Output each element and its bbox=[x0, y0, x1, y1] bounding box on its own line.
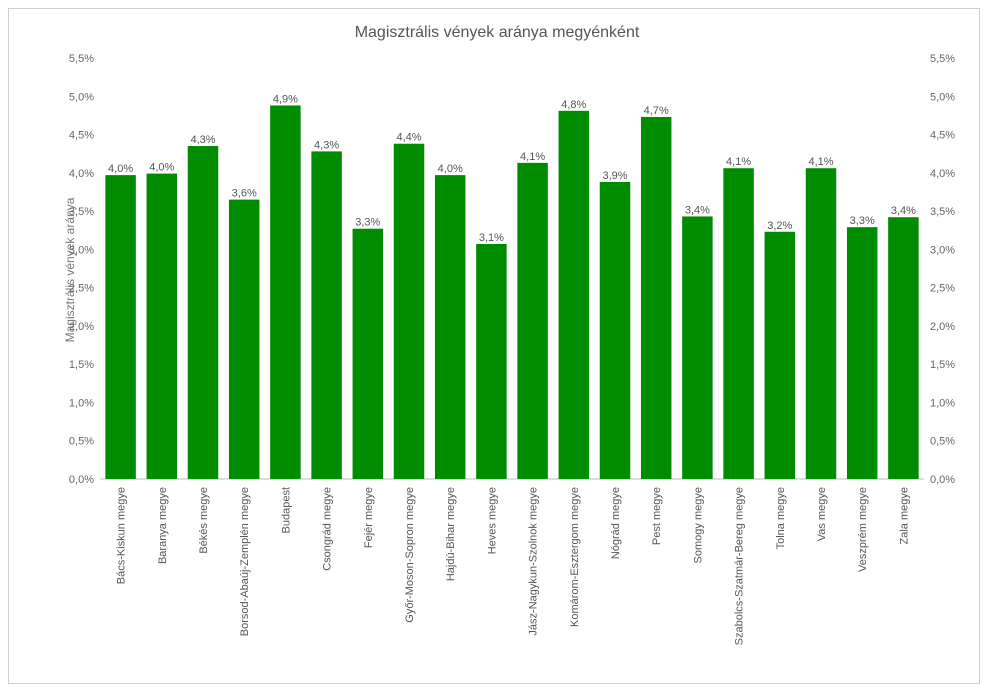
category-label-5: Csongrád megye bbox=[322, 487, 334, 571]
y-tick-left-5: 2,5% bbox=[69, 283, 94, 295]
bar-12 bbox=[599, 182, 631, 479]
category-label-15: Szabolcs-Szatmár-Bereg megye bbox=[734, 487, 746, 645]
data-label-10: 4,1% bbox=[520, 151, 545, 163]
category-label-0: Bács-Kiskun megye bbox=[116, 487, 128, 584]
y-tick-right-9: 4,5% bbox=[930, 130, 955, 142]
data-label-17: 4,1% bbox=[808, 156, 833, 168]
data-label-16: 3,2% bbox=[767, 220, 792, 232]
y-tick-left-4: 2,0% bbox=[69, 321, 94, 333]
bar-19 bbox=[888, 217, 919, 479]
bar-0 bbox=[105, 175, 136, 479]
data-label-5: 4,3% bbox=[314, 139, 339, 151]
y-tick-left-9: 4,5% bbox=[69, 130, 94, 142]
bar-13 bbox=[640, 116, 672, 479]
data-label-14: 3,4% bbox=[685, 204, 710, 216]
data-label-13: 4,7% bbox=[644, 105, 669, 117]
category-label-10: Jász-Nagykun-Szolnok megye bbox=[528, 487, 540, 636]
data-label-0: 4,0% bbox=[108, 163, 133, 175]
y-tick-right-10: 5,0% bbox=[930, 91, 955, 103]
y-tick-right-1: 0,5% bbox=[930, 436, 955, 448]
y-tick-right-4: 2,0% bbox=[930, 321, 955, 333]
bar-9 bbox=[476, 244, 507, 479]
bar-3 bbox=[228, 199, 260, 480]
category-label-2: Békés megye bbox=[198, 487, 210, 554]
y-tick-right-5: 2,5% bbox=[930, 283, 955, 295]
data-labels-group: 4,0% 4,0% 4,3% 3,6% 4,9% 4,3% 3,3% 4,4% 4,0% 3,1%… bbox=[108, 93, 916, 244]
y-tick-left-3: 1,5% bbox=[69, 359, 94, 371]
bar-8 bbox=[434, 175, 466, 479]
data-label-11: 4,8% bbox=[561, 99, 586, 111]
bar-10 bbox=[517, 162, 548, 479]
bar-18 bbox=[846, 227, 878, 479]
bar-6 bbox=[352, 228, 384, 479]
data-label-19: 3,4% bbox=[891, 205, 916, 217]
data-label-1: 4,0% bbox=[149, 162, 174, 174]
y-tick-right-3: 1,5% bbox=[930, 359, 955, 371]
y-tick-right-0: 0,0% bbox=[930, 474, 955, 486]
y-tick-right-8: 4,0% bbox=[930, 168, 955, 180]
category-label-11: Komárom-Esztergom megye bbox=[569, 487, 581, 627]
y-tick-left-10: 5,0% bbox=[69, 91, 94, 103]
y-tick-left-8: 4,0% bbox=[69, 168, 94, 180]
data-label-7: 4,4% bbox=[396, 132, 421, 144]
data-label-12: 3,9% bbox=[602, 170, 627, 182]
data-label-15: 4,1% bbox=[726, 156, 751, 168]
category-label-12: Nógrád megye bbox=[610, 487, 622, 559]
bar-11 bbox=[558, 110, 590, 480]
y-tick-right-7: 3,5% bbox=[930, 206, 955, 218]
y-tick-right-2: 1,0% bbox=[930, 397, 955, 409]
bar-16 bbox=[764, 231, 796, 479]
bar-7 bbox=[393, 143, 425, 480]
y-tick-left-6: 3,0% bbox=[69, 244, 94, 256]
data-label-9: 3,1% bbox=[479, 232, 504, 244]
y-tick-left-2: 1,0% bbox=[69, 397, 94, 409]
category-labels-group: Bács-Kiskun megye Baranya megye Békés megy… bbox=[116, 487, 911, 645]
y-tick-left-0: 0,0% bbox=[69, 474, 94, 486]
category-label-17: Vas megye bbox=[816, 487, 828, 541]
y-tick-left-1: 0,5% bbox=[69, 436, 94, 448]
bars-group bbox=[105, 105, 919, 480]
category-label-9: Heves megye bbox=[486, 487, 498, 554]
bar-1 bbox=[146, 173, 178, 480]
y-tick-right-6: 3,0% bbox=[930, 244, 955, 256]
bar-17 bbox=[805, 168, 837, 479]
bar-15 bbox=[723, 168, 754, 479]
data-label-18: 3,3% bbox=[850, 215, 875, 227]
y-tick-left-7: 3,5% bbox=[69, 206, 94, 218]
data-label-4: 4,9% bbox=[273, 93, 298, 105]
data-label-8: 4,0% bbox=[438, 163, 463, 175]
category-label-19: Zala megye bbox=[898, 487, 910, 544]
category-label-6: Fejér megye bbox=[363, 487, 375, 548]
bar-4 bbox=[270, 105, 301, 479]
chart-title: Magisztrális vények aránya megyénként bbox=[355, 24, 640, 41]
y-tick-right-11: 5,5% bbox=[930, 53, 955, 65]
y-axis-left: 0,0% 0,5% 1,0% 1,5% 2,0% 2,5% 3,0% 3,5% 4,0% 4,5%… bbox=[69, 53, 94, 486]
data-label-6: 3,3% bbox=[355, 217, 380, 229]
category-label-4: Budapest bbox=[280, 487, 292, 533]
bar-14 bbox=[682, 216, 713, 479]
y-tick-left-11: 5,5% bbox=[69, 53, 94, 65]
category-label-3: Borsod-Abaúj-Zemplén megye bbox=[239, 487, 251, 636]
y-axis-label: Magisztrális vények aránya bbox=[63, 197, 77, 342]
bar-5 bbox=[311, 151, 342, 480]
data-label-2: 4,3% bbox=[190, 134, 215, 146]
category-label-7: Győr-Moson-Sopron megye bbox=[404, 487, 416, 623]
category-label-14: Somogy megye bbox=[692, 487, 704, 563]
category-label-1: Baranya megye bbox=[157, 487, 169, 564]
category-label-16: Tolna megye bbox=[775, 487, 787, 549]
category-label-8: Hajdú-Bihar megye bbox=[445, 487, 457, 581]
category-label-18: Veszprém megye bbox=[857, 487, 869, 572]
y-axis-right: 0,0% 0,5% 1,0% 1,5% 2,0% 2,5% 3,0% 3,5% 4,0% 4,5%… bbox=[930, 53, 955, 486]
category-label-13: Pest megye bbox=[651, 487, 663, 545]
bar-2 bbox=[187, 146, 219, 479]
data-label-3: 3,6% bbox=[232, 188, 257, 200]
